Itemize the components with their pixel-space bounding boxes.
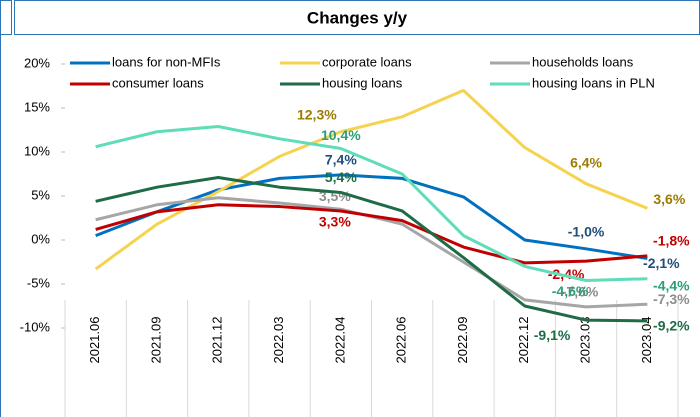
value-label: 3,3% — [319, 214, 351, 230]
value-label: -4,6% — [552, 283, 589, 299]
x-tick-label: 2022.09 — [455, 317, 470, 364]
x-tick-label: 2021.12 — [210, 317, 225, 364]
value-label: -9,2% — [653, 318, 690, 334]
y-tick-label: 10% — [24, 143, 50, 158]
value-label: 10,4% — [321, 127, 361, 143]
x-tick-label: 2022.12 — [516, 317, 531, 364]
left-frame — [0, 0, 12, 35]
legend-label: corporate loans — [322, 54, 412, 69]
chart-title: Changes y/y — [307, 8, 408, 27]
value-label: -7,3% — [653, 291, 690, 307]
value-label: -2,1% — [643, 255, 680, 271]
y-tick-label: -10% — [20, 319, 51, 334]
value-label: -7,6% — [562, 284, 599, 300]
legend-label: housing loans — [322, 75, 403, 90]
value-label: -9,1% — [534, 327, 571, 343]
value-label: -1,0% — [568, 224, 605, 240]
x-tick-label: 2022.04 — [332, 317, 347, 364]
y-tick-label: 20% — [24, 55, 50, 70]
series-line — [95, 203, 648, 265]
x-tick-label: 2023.03 — [577, 317, 592, 364]
legend-label: housing loans in PLN — [532, 75, 655, 90]
y-tick-label: 5% — [31, 187, 50, 202]
value-label: 5,4% — [325, 169, 357, 185]
legend-label: households loans — [532, 54, 634, 69]
series-line — [95, 124, 648, 282]
value-label: 6,4% — [570, 154, 602, 170]
y-tick-label: 0% — [31, 231, 50, 246]
value-label: -4,4% — [653, 277, 690, 293]
legend-label: consumer loans — [112, 75, 204, 90]
y-tick-label: 15% — [24, 99, 50, 114]
x-tick-label: 2023.04 — [639, 317, 654, 364]
series-line — [94, 88, 648, 271]
value-label: -1,8% — [653, 233, 690, 249]
y-tick-label: -5% — [27, 275, 51, 290]
x-tick-label: 2021.06 — [87, 317, 102, 364]
value-label: 7,4% — [325, 152, 357, 168]
value-label: 3,6% — [653, 191, 685, 207]
value-label: 12,3% — [297, 106, 337, 122]
series-line — [95, 176, 648, 323]
x-tick-label: 2021.09 — [148, 317, 163, 364]
legend-label: loans for non-MFIs — [112, 54, 221, 69]
x-tick-label: 2022.06 — [394, 317, 409, 364]
x-tick-label: 2022.03 — [271, 317, 286, 364]
